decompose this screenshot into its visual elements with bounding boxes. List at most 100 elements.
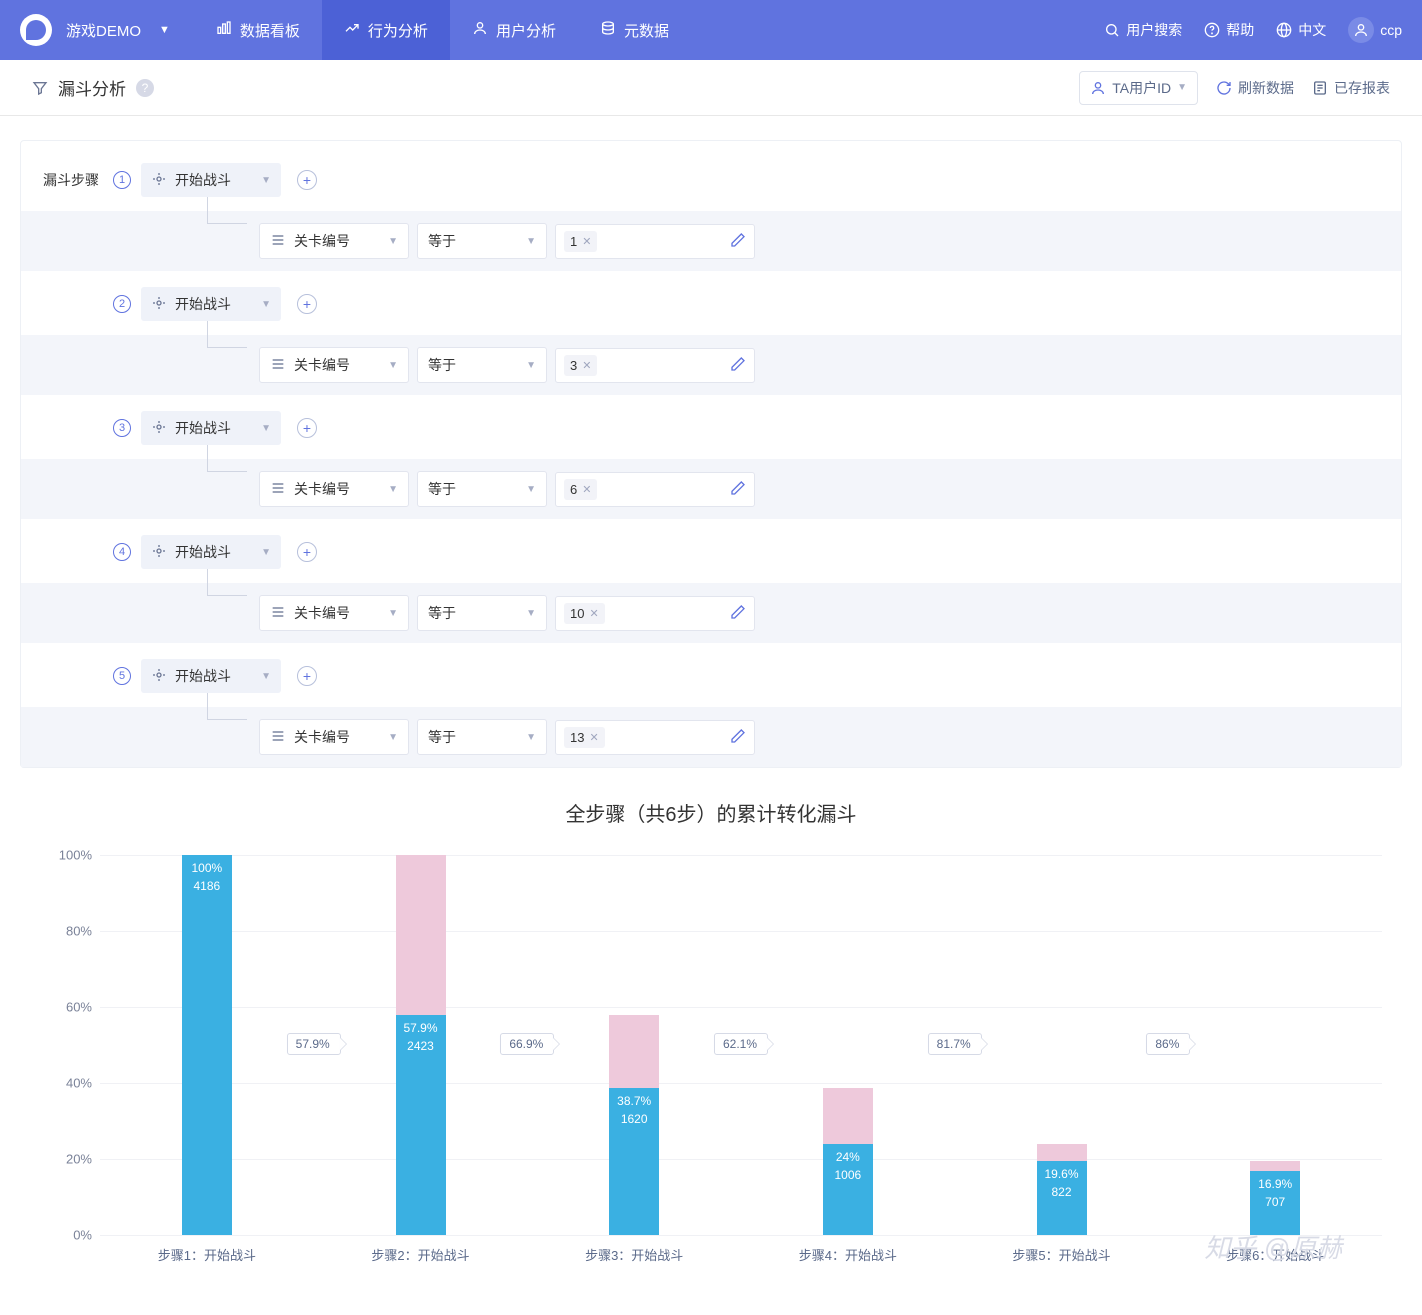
- add-condition-button[interactable]: +: [297, 418, 317, 438]
- bar-slot: 57.9% 2423 66.9%: [314, 855, 528, 1235]
- bar-count-label: 822: [1052, 1185, 1072, 1199]
- steps-label: 漏斗步骤: [43, 170, 103, 190]
- filter-operator-selector[interactable]: 等于 ▼: [417, 223, 547, 259]
- bar-pct-label: 19.6%: [1045, 1167, 1079, 1181]
- value-chip: 3 ✕: [564, 355, 597, 376]
- filter-field-selector[interactable]: 关卡编号 ▼: [259, 471, 409, 507]
- chevron-down-icon: ▼: [388, 360, 398, 371]
- nav-tab-1[interactable]: 行为分析: [322, 0, 450, 60]
- user-tag-selector[interactable]: TA用户ID ▼: [1079, 71, 1198, 105]
- chip-remove-icon[interactable]: ✕: [582, 483, 591, 496]
- filter-operator-label: 等于: [428, 603, 456, 623]
- nav-tab-3[interactable]: 元数据: [578, 0, 691, 60]
- filter-operator-selector[interactable]: 等于 ▼: [417, 719, 547, 755]
- language-selector[interactable]: 中文: [1276, 20, 1326, 40]
- chevron-down-icon: ▼: [526, 236, 536, 247]
- nav-tabs: 数据看板 行为分析 用户分析 元数据: [194, 0, 691, 60]
- chevron-down-icon: ▼: [388, 732, 398, 743]
- funnel-bar[interactable]: 57.9% 2423: [396, 855, 446, 1235]
- chip-remove-icon[interactable]: ✕: [589, 731, 598, 744]
- funnel-bar[interactable]: 100% 4186: [182, 855, 232, 1235]
- retained-segment: 16.9% 707: [1250, 1171, 1300, 1235]
- x-axis-label: 步骤3：开始战斗: [527, 1235, 741, 1275]
- filter-field-selector[interactable]: 关卡编号 ▼: [259, 719, 409, 755]
- project-selector[interactable]: 游戏DEMO ▼: [66, 20, 170, 41]
- funnel-step-row: 4 开始战斗 ▼ +: [21, 519, 1401, 569]
- filter-value-input[interactable]: 6 ✕: [555, 472, 755, 507]
- nav-tab-label: 元数据: [624, 20, 669, 41]
- edit-icon[interactable]: [730, 480, 746, 499]
- funnel-bar[interactable]: 16.9% 707: [1250, 1161, 1300, 1235]
- filter-value-input[interactable]: 3 ✕: [555, 348, 755, 383]
- value-chip: 1 ✕: [564, 231, 597, 252]
- chip-remove-icon[interactable]: ✕: [589, 607, 598, 620]
- nav-tab-label: 用户分析: [496, 20, 556, 41]
- nav-tab-icon: [600, 20, 616, 40]
- filter-value-input[interactable]: 13 ✕: [555, 720, 755, 755]
- edit-icon[interactable]: [730, 728, 746, 747]
- user-menu[interactable]: ccp: [1348, 17, 1402, 43]
- edit-icon[interactable]: [730, 356, 746, 375]
- event-selector[interactable]: 开始战斗 ▼: [141, 535, 281, 569]
- report-icon: [1312, 80, 1328, 96]
- filter-field-selector[interactable]: 关卡编号 ▼: [259, 595, 409, 631]
- filter-operator-selector[interactable]: 等于 ▼: [417, 471, 547, 507]
- bar-count-label: 2423: [407, 1039, 434, 1053]
- chip-remove-icon[interactable]: ✕: [582, 235, 591, 248]
- nav-tab-icon: [216, 20, 232, 40]
- nav-tab-0[interactable]: 数据看板: [194, 0, 322, 60]
- event-name: 开始战斗: [175, 418, 231, 438]
- chip-text: 1: [570, 234, 577, 249]
- saved-reports-button[interactable]: 已存报表: [1312, 78, 1390, 98]
- chevron-down-icon: ▼: [526, 484, 536, 495]
- event-selector[interactable]: 开始战斗 ▼: [141, 287, 281, 321]
- funnel-bar[interactable]: 24% 1006: [823, 1088, 873, 1235]
- dropoff-segment: [396, 855, 446, 1015]
- add-condition-button[interactable]: +: [297, 666, 317, 686]
- funnel-bar[interactable]: 38.7% 1620: [609, 1015, 659, 1235]
- edit-icon[interactable]: [730, 604, 746, 623]
- dropoff-segment: [823, 1088, 873, 1144]
- filter-value-input[interactable]: 1 ✕: [555, 224, 755, 259]
- nav-tab-2[interactable]: 用户分析: [450, 0, 578, 60]
- add-condition-button[interactable]: +: [297, 294, 317, 314]
- funnel-bar[interactable]: 19.6% 822: [1037, 1144, 1087, 1235]
- filter-value-input[interactable]: 10 ✕: [555, 596, 755, 631]
- filter-operator-selector[interactable]: 等于 ▼: [417, 347, 547, 383]
- chevron-down-icon: ▼: [261, 547, 271, 558]
- add-condition-button[interactable]: +: [297, 542, 317, 562]
- nav-right: 用户搜索 帮助 中文 ccp: [1104, 17, 1402, 43]
- dropoff-segment: [1250, 1161, 1300, 1171]
- refresh-button[interactable]: 刷新数据: [1216, 78, 1294, 98]
- chip-text: 10: [570, 606, 584, 621]
- nav-tab-label: 数据看板: [240, 20, 300, 41]
- bar-pct-label: 100%: [191, 861, 222, 875]
- help-icon[interactable]: ?: [136, 79, 154, 97]
- globe-icon: [1276, 22, 1292, 38]
- funnel-step-row: 漏斗步骤 1 开始战斗 ▼ +: [21, 141, 1401, 197]
- nav-tab-label: 行为分析: [368, 20, 428, 41]
- dropoff-segment: [1037, 1144, 1087, 1161]
- filter-field-selector[interactable]: 关卡编号 ▼: [259, 347, 409, 383]
- add-condition-button[interactable]: +: [297, 170, 317, 190]
- event-selector[interactable]: 开始战斗 ▼: [141, 659, 281, 693]
- user-tag-icon: [1090, 80, 1106, 96]
- chevron-down-icon: ▼: [261, 299, 271, 310]
- chevron-down-icon: ▼: [261, 423, 271, 434]
- chevron-down-icon: ▼: [388, 608, 398, 619]
- help-link[interactable]: 帮助: [1204, 20, 1254, 40]
- chip-remove-icon[interactable]: ✕: [582, 359, 591, 372]
- edit-icon[interactable]: [730, 232, 746, 251]
- step-number-badge: 5: [113, 667, 131, 685]
- burst-icon: [151, 667, 167, 686]
- chevron-down-icon: ▼: [526, 360, 536, 371]
- filter-operator-selector[interactable]: 等于 ▼: [417, 595, 547, 631]
- event-selector[interactable]: 开始战斗 ▼: [141, 411, 281, 445]
- user-search-link[interactable]: 用户搜索: [1104, 20, 1182, 40]
- y-tick: 0%: [73, 1228, 92, 1243]
- search-icon: [1104, 22, 1120, 38]
- filter-field-selector[interactable]: 关卡编号 ▼: [259, 223, 409, 259]
- event-selector[interactable]: 开始战斗 ▼: [141, 163, 281, 197]
- filter-field-label: 关卡编号: [294, 603, 350, 623]
- bar-count-label: 707: [1265, 1195, 1285, 1209]
